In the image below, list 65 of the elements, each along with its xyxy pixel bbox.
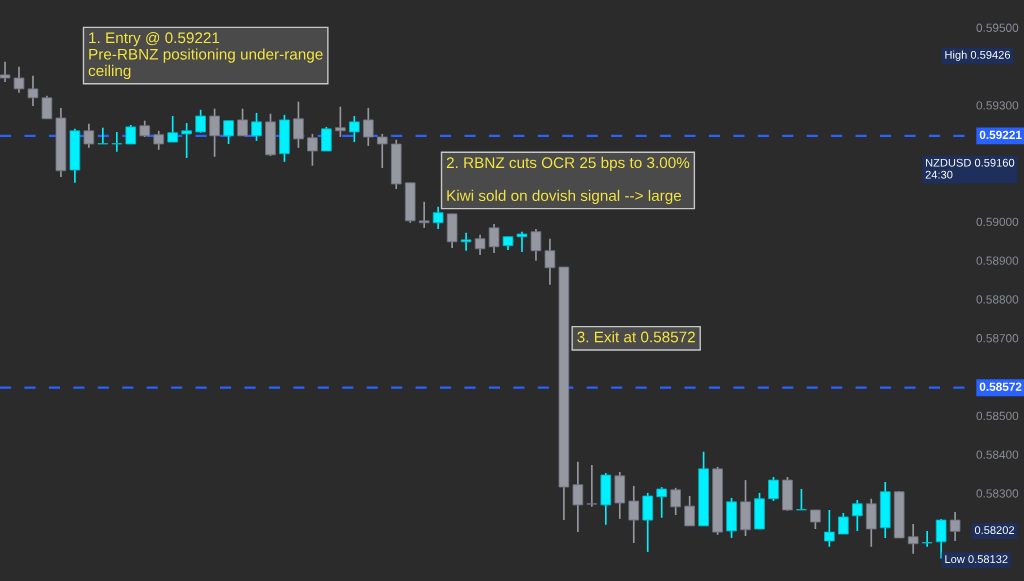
candlestick [41, 95, 53, 120]
candlestick [418, 200, 430, 229]
candlestick [153, 129, 165, 151]
y-tick-label: 0.59300 [976, 101, 1019, 110]
candlestick [907, 523, 919, 555]
candlestick [628, 485, 640, 544]
candlestick [181, 122, 192, 159]
annotation: 1. Entry @ 0.59221 Pre-RBNZ positioning under-range ceiling [88, 31, 323, 80]
y-tick-label: 0.58800 [976, 295, 1019, 304]
candlestick [656, 486, 668, 519]
y-tick-label: 0.58400 [976, 450, 1019, 459]
y-tick-label: 0.59500 [976, 23, 1019, 32]
ref-line-label: 0.58572 [979, 382, 1022, 391]
candlestick [432, 206, 444, 230]
candlestick [13, 65, 25, 94]
annotation: 3. Exit at 0.58572 [577, 331, 695, 343]
candlestick [572, 461, 584, 533]
candlestick [0, 60, 11, 83]
annotation: Low 0.58132 [945, 555, 1008, 564]
candlestick [810, 509, 821, 530]
candlestick [349, 115, 360, 143]
candlestick [223, 119, 234, 145]
candlestick [376, 133, 388, 169]
candlestick [851, 499, 863, 532]
candlestick [921, 530, 933, 548]
candlestick [516, 230, 528, 253]
candlestick [195, 109, 206, 134]
candlestick [684, 495, 695, 527]
candlestick [824, 509, 835, 548]
candlestick [307, 133, 318, 167]
y-tick-label: 0.58300 [976, 489, 1019, 498]
candlestick [544, 237, 556, 286]
candlestick [293, 100, 304, 149]
text: 0.58202 [974, 526, 1015, 535]
candlestick [125, 124, 137, 145]
y-tick-label: 0.58900 [976, 256, 1019, 265]
y-tick-label: 0.59000 [976, 217, 1019, 226]
y-tick-label: 0.58500 [976, 411, 1019, 421]
candlestick [335, 105, 346, 138]
candlestick [796, 488, 807, 511]
candlestick [209, 107, 220, 158]
candlestick [935, 518, 947, 560]
candlestick [362, 107, 374, 147]
candlestick [474, 233, 486, 256]
candlestick [111, 131, 123, 153]
candlestick [768, 476, 779, 502]
candlestick [251, 112, 262, 142]
candlestick [460, 232, 472, 252]
candlestick [27, 74, 39, 107]
candlestick [237, 107, 248, 137]
y-tick-label: 0.58700 [976, 334, 1019, 343]
candlestick [530, 228, 542, 262]
candlestick [949, 511, 961, 542]
candlestick [167, 115, 178, 143]
annotation: High 0.59426 [945, 50, 1011, 61]
candlestick [838, 512, 849, 535]
annotation: NZDUSD 0.59160 24:30 [925, 158, 1015, 179]
candlestick [488, 223, 500, 254]
candlestick [97, 126, 109, 145]
candlestick [670, 487, 681, 516]
candlestick [586, 464, 598, 508]
candlestick [83, 122, 95, 149]
ref-line-label: 0.59221 [979, 130, 1022, 140]
candlestick [321, 126, 332, 152]
text: 2. RBNZ cuts OCR 25 bps to 3.00% Kiwi sold on dovish signal --> large [446, 156, 690, 205]
